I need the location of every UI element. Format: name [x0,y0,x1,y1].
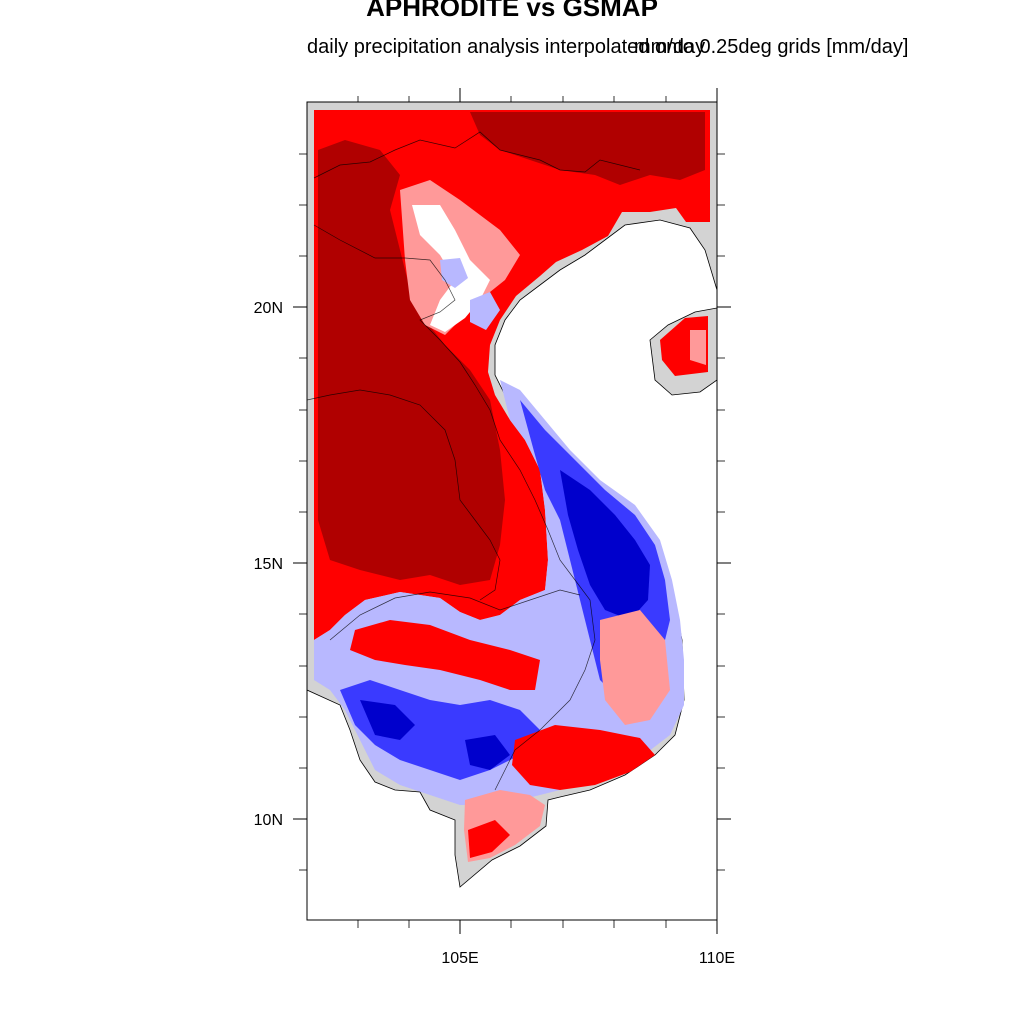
y-tick-label-15n: 15N [254,556,283,573]
minor-ticks [299,96,725,928]
map-area [307,102,717,888]
map-subtitle: daily precipitation analysis interpolate… [307,36,909,58]
data-lightblue-north [440,258,500,330]
country-borders [307,131,641,791]
y-tick-label-20n: 20N [254,300,283,317]
data-red-south-band [350,620,540,690]
data-hainan-light [690,330,706,365]
data-delta-red [468,820,510,858]
data-darkred-north [470,112,705,185]
x-tick-label-105e: 105E [441,950,478,967]
data-darkblue-south [360,700,510,770]
map-frame [306,101,718,921]
data-darkblue-core [560,470,650,620]
data-darkred-core [318,140,505,585]
map-title: APHRODITE vs GSMAP [366,0,658,22]
data-red-southeast [512,725,655,790]
data-lightred-south [600,610,670,725]
map-units: mm/day [634,36,706,58]
major-ticks [293,88,731,934]
x-tick-label-110e: 110E [699,950,735,967]
y-tick-label-10n: 10N [254,812,283,829]
